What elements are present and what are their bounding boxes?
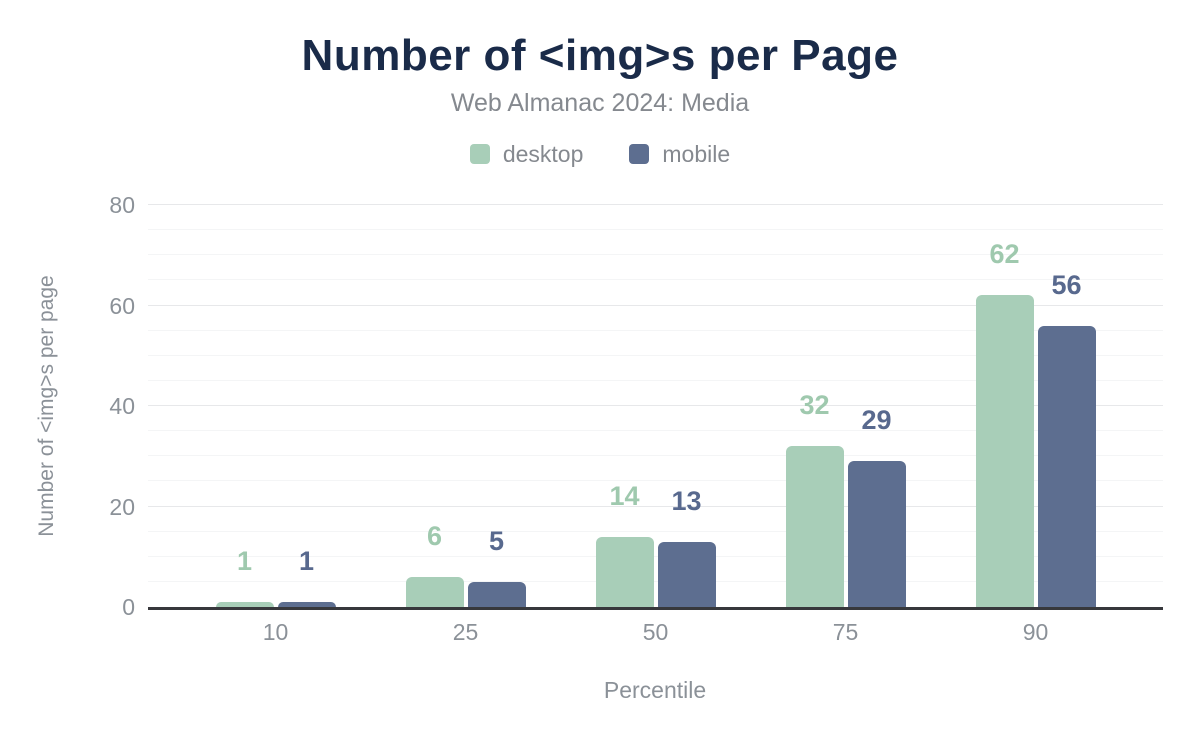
- y-tick-label: 80: [109, 192, 135, 218]
- legend: desktop mobile: [0, 142, 1200, 166]
- bar-mobile-p25[interactable]: [467, 581, 526, 607]
- bar-desktop-p90[interactable]: [975, 295, 1034, 607]
- legend-item-mobile[interactable]: mobile: [629, 142, 730, 166]
- gridline-major: [148, 304, 1163, 306]
- y-tick-label: 20: [109, 493, 135, 520]
- bar-desktop-p50[interactable]: [595, 536, 654, 607]
- x-tick-label-75: 75: [832, 619, 859, 645]
- bar-value-label-mobile-p10: 1: [298, 545, 315, 576]
- legend-swatch-mobile: [629, 144, 650, 164]
- legend-swatch-desktop: [469, 144, 490, 164]
- gridline-minor: [148, 354, 1163, 356]
- y-tick-label: 40: [109, 393, 135, 419]
- bar-value-label-desktop-p25: 6: [426, 520, 443, 551]
- gridline-minor: [148, 555, 1163, 557]
- y-axis-ticks: 0 20 40 60 80: [0, 194, 137, 619]
- bar-value-label-mobile-p50: 13: [671, 485, 702, 516]
- bar-desktop-p10[interactable]: [215, 601, 274, 607]
- y-tick-label: 0: [122, 594, 135, 620]
- legend-label-mobile: mobile: [662, 141, 731, 167]
- bar-value-label-mobile-p25: 5: [488, 525, 505, 556]
- gridline-minor: [148, 329, 1163, 331]
- bar-mobile-p75[interactable]: [847, 461, 906, 607]
- bar-value-label-mobile-p90: 56: [1051, 269, 1082, 300]
- x-axis-ticks: 10 25 50 75 90: [148, 613, 1163, 645]
- chart-title: Number of <img>s per Page: [301, 31, 899, 80]
- plot-area: 1 1 6 5 14 13 32 29 62 56: [148, 204, 1163, 610]
- bar-value-label-desktop-p10: 1: [236, 545, 253, 576]
- bar-mobile-p90[interactable]: [1037, 325, 1096, 607]
- x-tick-label-50: 50: [642, 619, 669, 645]
- bar-desktop-p25[interactable]: [405, 576, 464, 607]
- gridline-major: [148, 505, 1163, 507]
- gridline-minor: [148, 279, 1163, 281]
- gridline-minor: [148, 430, 1163, 432]
- gridline-major: [148, 204, 1163, 205]
- legend-item-desktop[interactable]: desktop: [469, 141, 584, 167]
- gridline-minor: [148, 580, 1163, 582]
- x-tick-label-90: 90: [1022, 619, 1049, 645]
- bar-mobile-p10[interactable]: [277, 601, 336, 607]
- gridline-minor: [148, 480, 1163, 482]
- y-tick-label: 60: [109, 292, 135, 319]
- x-axis-title: Percentile: [603, 677, 707, 703]
- bar-mobile-p50[interactable]: [657, 541, 716, 607]
- gridline-minor: [148, 254, 1163, 256]
- bar-desktop-p75[interactable]: [785, 446, 844, 607]
- gridline-major: [148, 405, 1163, 406]
- gridline-minor: [148, 455, 1163, 457]
- x-tick-label-10: 10: [262, 619, 289, 645]
- bar-value-label-desktop-p90: 62: [989, 239, 1020, 270]
- bar-value-label-desktop-p75: 32: [799, 390, 830, 421]
- bar-value-label-mobile-p75: 29: [861, 405, 892, 436]
- legend-label-desktop: desktop: [502, 141, 584, 167]
- gridline-minor: [148, 229, 1163, 231]
- chart-subtitle: Web Almanac 2024: Media: [450, 89, 750, 117]
- gridline-minor: [148, 530, 1163, 532]
- gridline-minor: [148, 379, 1163, 381]
- x-tick-label-25: 25: [452, 619, 479, 645]
- bar-value-label-desktop-p50: 14: [609, 480, 640, 511]
